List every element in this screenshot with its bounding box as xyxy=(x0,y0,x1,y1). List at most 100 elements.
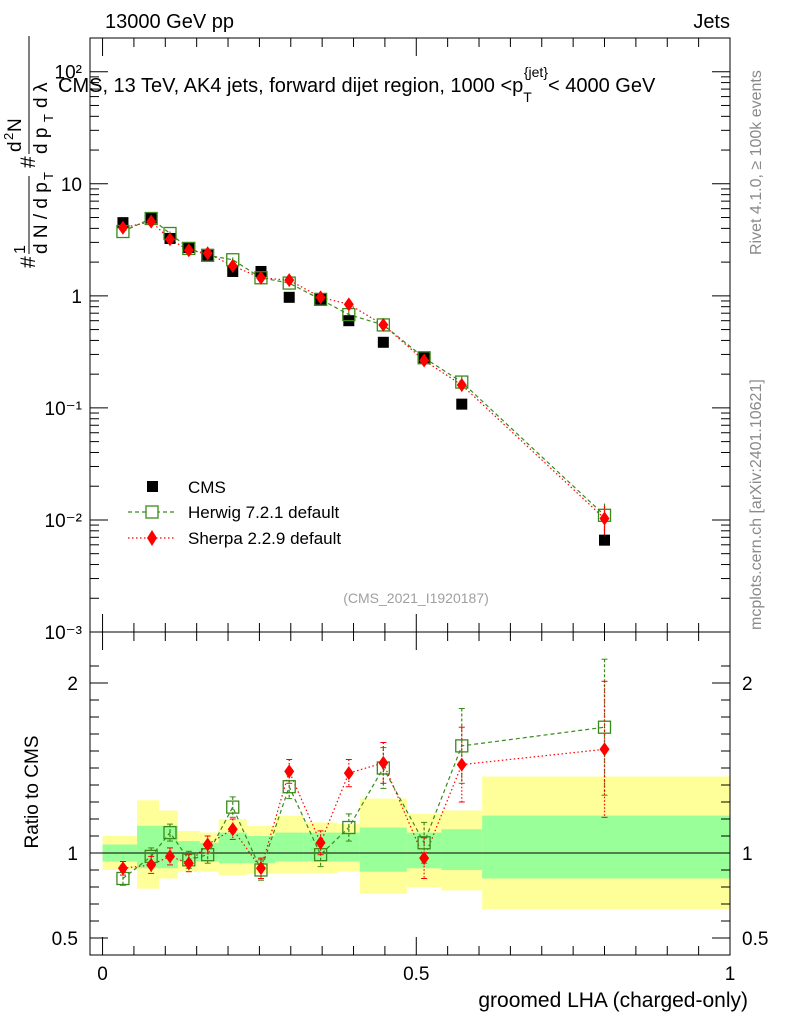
sherpa-point xyxy=(146,214,157,229)
legend-herwig-marker xyxy=(145,505,159,519)
main-frame xyxy=(89,37,731,633)
sherpa-ratio-point xyxy=(284,764,295,779)
sherpa-point xyxy=(378,317,389,332)
sherpa-point xyxy=(343,297,354,312)
mcplots-label: mcplots.cern.ch [arXiv:2401.10621] xyxy=(748,379,765,630)
sherpa-ratio-point xyxy=(378,755,389,770)
y-tick-label: 10² xyxy=(55,63,82,84)
svg-text:2: 2 xyxy=(1,133,16,140)
herwig-ratio-point xyxy=(282,780,296,794)
ratio-bands xyxy=(90,776,730,910)
sherpa-point xyxy=(117,220,128,235)
sherpa-point xyxy=(227,258,238,273)
herwig-ratio-point xyxy=(342,820,356,835)
y-tick-label: 1 xyxy=(71,287,82,308)
sherpa-point xyxy=(284,273,295,288)
herwig-ratio-point xyxy=(226,800,240,814)
cms-point xyxy=(283,291,295,303)
sherpa-ratio-point xyxy=(599,742,610,757)
herwig-ratio-point xyxy=(455,739,469,753)
herwig-ratio-point xyxy=(597,720,612,734)
svg-text:#: # xyxy=(17,256,40,268)
ratio-y-tick-label: 2 xyxy=(67,674,78,695)
sherpa-ratio-point xyxy=(202,837,213,852)
svg-text:d N / d p: d N / d p xyxy=(31,182,52,254)
y-tick-label: 10⁻¹ xyxy=(45,399,83,420)
ratio-y-tick-label-right: 0.5 xyxy=(742,929,768,950)
sherpa-point xyxy=(255,270,266,285)
ratio-plot-axes: 0.5 0.5 1 1 2 2 0 0.5 1 xyxy=(52,631,768,985)
sherpa-ratio-point xyxy=(227,822,238,837)
ratio-frame xyxy=(89,631,731,956)
ratio-plot-data xyxy=(116,658,612,886)
sherpa-ratio-point xyxy=(343,766,354,781)
legend-herwig-label: Herwig 7.2.1 default xyxy=(188,503,339,522)
x-tick-label: 0.5 xyxy=(403,964,429,985)
ratio-band-inner xyxy=(337,832,360,862)
main-plot-data xyxy=(116,211,612,546)
ratio-band-inner xyxy=(159,825,178,869)
header-left: 13000 GeV pp xyxy=(105,11,234,33)
ratio-band-inner xyxy=(441,829,483,870)
ratio-y-tick-label-right: 2 xyxy=(742,674,753,695)
svg-text:T: T xyxy=(41,172,56,180)
sherpa-point xyxy=(165,232,175,247)
svg-text:T: T xyxy=(41,114,56,122)
sherpa-ratio-point xyxy=(165,849,175,864)
ratio-ylabel: Ratio to CMS xyxy=(22,736,43,849)
sherpa-point xyxy=(315,290,326,305)
x-tick-label: 1 xyxy=(725,964,736,985)
sherpa-line xyxy=(122,220,605,519)
cms-point xyxy=(456,398,468,410)
sherpa-ratio-point xyxy=(117,861,128,876)
x-axis-label: groomed LHA (charged-only) xyxy=(478,989,748,1012)
sherpa-ratio-point xyxy=(419,851,430,866)
legend: CMS Herwig 7.2.1 default Sherpa 2.2.9 de… xyxy=(128,478,341,548)
svg-text:1: 1 xyxy=(12,245,29,254)
svg-text:d: d xyxy=(31,97,52,108)
cms-point xyxy=(377,336,389,348)
sherpa-ratio-point xyxy=(456,757,467,772)
rivet-label: Rivet 4.1.0, ≥ 100k events xyxy=(748,70,765,255)
legend-sherpa-label: Sherpa 2.2.9 default xyxy=(188,529,341,548)
y-tick-label: 10⁻² xyxy=(45,511,83,532)
sherpa-point xyxy=(599,511,610,526)
ratio-y-tick-label: 1 xyxy=(67,844,78,865)
herwig-line xyxy=(122,217,605,516)
ratio-band-inner xyxy=(275,832,304,862)
herwig-ratio-point xyxy=(163,825,177,840)
sherpa-point xyxy=(419,353,430,368)
legend-cms-marker xyxy=(147,481,158,492)
sherpa-point xyxy=(183,243,194,258)
svg-text:#: # xyxy=(17,156,40,168)
sherpa-ratio-point xyxy=(146,857,157,872)
herwig-ratio-line xyxy=(122,726,605,879)
sherpa-ratio-point xyxy=(255,861,266,876)
svg-text:d p: d p xyxy=(31,128,52,154)
sherpa-ratio-point xyxy=(315,835,326,850)
sherpa-point xyxy=(456,378,467,393)
legend-sherpa-marker xyxy=(147,530,157,546)
herwig-ratio-point xyxy=(417,836,431,850)
analysis-reference: (CMS_2021_I1920187) xyxy=(343,590,489,606)
plot-title: CMS, 13 TeV, AK4 jets, forward dijet reg… xyxy=(58,64,656,105)
sherpa-point xyxy=(202,246,213,261)
ratio-y-tick-label-right: 1 xyxy=(742,844,753,865)
sherpa-ratio-point xyxy=(183,856,194,871)
legend-cms-label: CMS xyxy=(188,478,226,497)
y-tick-label: 10⁻³ xyxy=(45,623,83,644)
cms-point xyxy=(599,534,611,546)
svg-text:d: d xyxy=(5,141,26,152)
y-tick-label: 10 xyxy=(61,175,82,196)
svg-text:N: N xyxy=(5,118,26,132)
ratio-y-tick-label: 0.5 xyxy=(52,929,78,950)
ratio-band-inner xyxy=(137,825,160,869)
svg-text:λ: λ xyxy=(31,82,52,92)
x-tick-label: 0 xyxy=(97,964,108,985)
ratio-band-inner xyxy=(482,815,730,879)
ratio-band-inner xyxy=(359,827,407,872)
main-plot-axes: 10⁻³ 10⁻² 10⁻¹ 1 10 10² xyxy=(45,37,731,644)
main-ylabel: # 1 d N / d p T # d 2 N d p T d λ xyxy=(1,36,56,268)
header-right: Jets xyxy=(693,11,730,33)
